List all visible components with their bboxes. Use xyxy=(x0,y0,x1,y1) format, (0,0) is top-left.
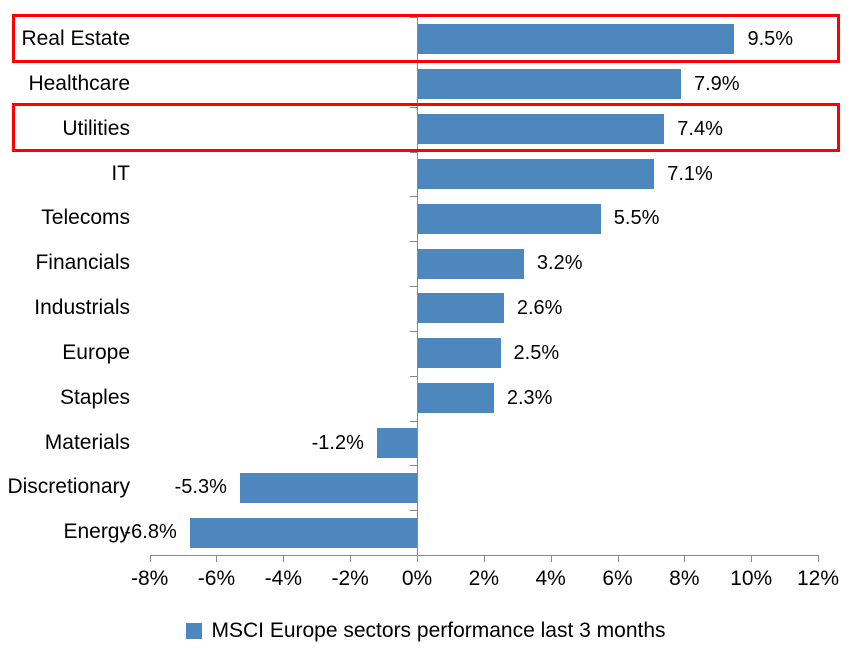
y-axis-line xyxy=(417,17,418,555)
value-label: 2.5% xyxy=(513,341,560,364)
x-axis-tick xyxy=(283,555,285,562)
value-label: -1.2% xyxy=(311,431,364,454)
category-label: Energy xyxy=(63,520,130,544)
x-axis-tick-label: -4% xyxy=(264,567,303,590)
category-label: Industrials xyxy=(34,296,130,319)
x-axis-tick-label: 6% xyxy=(602,567,633,590)
bar xyxy=(417,69,681,100)
y-axis-tick xyxy=(410,330,417,332)
value-label: 2.6% xyxy=(516,297,563,319)
category-label: Materials xyxy=(44,430,130,454)
value-label: 5.5% xyxy=(613,207,660,230)
x-axis-tick xyxy=(617,555,619,562)
x-axis-tick-label: 12% xyxy=(796,567,840,590)
x-axis-tick-label: 4% xyxy=(535,567,566,590)
x-axis-line xyxy=(149,555,818,556)
bar xyxy=(417,338,501,369)
legend: MSCI Europe sectors performance last 3 m… xyxy=(0,617,852,645)
bar xyxy=(417,248,524,279)
category-label: Staples xyxy=(59,385,130,409)
x-axis-tick-label: 2% xyxy=(468,567,500,590)
x-axis-tick xyxy=(818,555,819,562)
category-label: Utilities xyxy=(62,116,130,140)
value-label: 9.5% xyxy=(747,28,794,50)
x-axis-tick-label: 10% xyxy=(730,567,773,590)
category-label: Discretionary xyxy=(7,475,130,499)
y-axis-tick xyxy=(410,106,417,108)
y-axis-tick xyxy=(410,510,417,512)
highlight-box xyxy=(12,103,840,153)
bar xyxy=(239,472,417,503)
y-axis-tick xyxy=(410,375,417,377)
category-label: Telecoms xyxy=(41,206,130,230)
x-axis-tick xyxy=(751,555,753,562)
x-axis-tick xyxy=(216,555,218,562)
value-label: 2.3% xyxy=(506,386,553,409)
value-label: -5.3% xyxy=(174,476,227,499)
value-label: 7.4% xyxy=(677,117,723,140)
y-axis-tick xyxy=(410,465,417,467)
category-label: IT xyxy=(111,161,130,185)
bar xyxy=(417,293,504,324)
x-axis-tick-label: -8% xyxy=(130,567,169,590)
category-label: Europe xyxy=(62,340,130,364)
x-axis-tick xyxy=(550,555,552,562)
value-label: 7.1% xyxy=(667,162,713,185)
y-axis-tick xyxy=(410,241,417,243)
x-axis-tick xyxy=(483,555,485,562)
x-axis-tick-label: -6% xyxy=(197,567,236,590)
x-axis-tick xyxy=(350,555,352,562)
bar xyxy=(417,203,601,234)
y-axis-tick xyxy=(410,420,417,422)
legend-label: MSCI Europe sectors performance last 3 m… xyxy=(211,619,666,642)
x-axis-tick-label: 8% xyxy=(669,567,700,590)
bar xyxy=(189,517,417,548)
x-axis-tick xyxy=(149,555,151,562)
legend-marker xyxy=(186,623,203,639)
y-axis-tick xyxy=(410,196,417,198)
bar xyxy=(417,383,494,414)
x-axis-tick xyxy=(684,555,686,562)
bar xyxy=(376,427,417,458)
bar xyxy=(417,158,655,189)
y-axis-tick xyxy=(410,17,417,18)
category-label: Real Estate xyxy=(21,27,130,50)
highlight-box xyxy=(12,13,840,63)
y-axis-tick xyxy=(410,286,417,287)
value-label: 3.2% xyxy=(536,252,583,275)
value-label: 7.9% xyxy=(693,72,740,95)
category-label: Financials xyxy=(35,251,130,275)
category-label: Healthcare xyxy=(28,71,130,95)
x-axis-tick xyxy=(417,555,418,562)
x-axis-tick-label: 0% xyxy=(401,567,433,590)
x-axis-tick-label: -2% xyxy=(331,567,369,590)
value-label: -6.8% xyxy=(124,521,177,544)
bar xyxy=(417,114,665,145)
bar xyxy=(417,24,735,55)
